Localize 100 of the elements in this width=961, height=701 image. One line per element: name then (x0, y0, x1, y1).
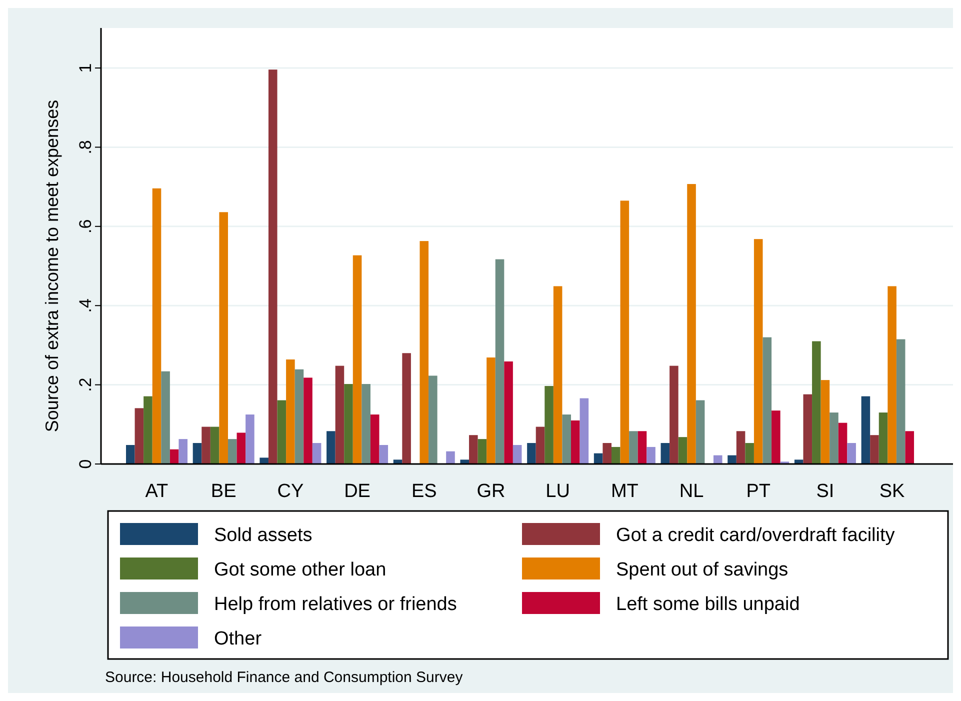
bar (512, 444, 522, 464)
bar (460, 460, 470, 464)
legend-label: Spent out of savings (616, 560, 788, 580)
bar (486, 357, 496, 464)
bar (144, 396, 152, 464)
bar (888, 286, 896, 464)
bar (611, 446, 620, 464)
bar (536, 426, 545, 464)
bar (736, 431, 746, 464)
x-tick-label: SK (879, 481, 906, 502)
bar (152, 188, 162, 464)
bar (772, 410, 780, 464)
bar (638, 431, 647, 464)
bar (762, 337, 772, 464)
bar (812, 341, 821, 464)
x-tick-label: BE (210, 481, 236, 502)
bar (754, 239, 763, 464)
y-tick-label: .8 (76, 140, 95, 154)
y-axis-title: Source of extra income to meet expenses (42, 100, 62, 432)
bar (830, 412, 838, 464)
bar (420, 241, 429, 464)
bar (312, 443, 322, 464)
bar (713, 455, 722, 464)
bar (379, 444, 388, 464)
legend-label: Sold assets (214, 525, 312, 546)
legend-label: Got a credit card/overdraft facility (616, 525, 896, 546)
legend-label: Help from relatives or friends (214, 594, 457, 615)
bar (469, 435, 478, 464)
bar (495, 259, 504, 464)
bar (562, 414, 571, 464)
legend-label: Left some bills unpaid (616, 594, 800, 615)
bar (277, 400, 286, 464)
bar (878, 412, 888, 464)
bar (268, 70, 278, 464)
y-tick-label: 1 (76, 63, 95, 73)
y-tick-label: 0 (76, 459, 95, 469)
bar (362, 384, 370, 464)
bar (571, 420, 580, 464)
bar (820, 380, 830, 464)
x-tick-label: PT (746, 481, 771, 502)
source-note: Source: Household Finance and Consumption Survey (105, 669, 464, 686)
x-tick-label: NL (679, 481, 704, 502)
bar (352, 255, 362, 464)
bar (228, 439, 237, 464)
bar (670, 366, 678, 464)
bar (294, 369, 304, 464)
bar (219, 212, 228, 464)
x-tick-label: AT (145, 481, 169, 502)
bar (861, 396, 870, 464)
bar (696, 400, 705, 464)
bar (544, 386, 554, 464)
bar (646, 446, 656, 464)
bar (728, 455, 736, 464)
x-tick-label: LU (546, 481, 570, 502)
bar (304, 378, 312, 464)
bar (446, 451, 455, 464)
bar (210, 426, 220, 464)
bar (905, 431, 914, 464)
bar (126, 444, 135, 464)
bar (286, 359, 295, 464)
bar (335, 366, 344, 464)
bar (678, 437, 688, 464)
bar (260, 458, 268, 464)
bar (602, 443, 612, 464)
x-tick-label: GR (476, 481, 506, 502)
bar (134, 408, 144, 464)
bar (246, 414, 254, 464)
bar (504, 361, 513, 464)
y-tick-label: .2 (76, 378, 95, 392)
bar (370, 414, 380, 464)
x-tick-label: DE (344, 481, 370, 502)
bar (326, 431, 336, 464)
bar (629, 431, 638, 464)
bar (161, 371, 170, 464)
x-tick-label: ES (411, 481, 437, 502)
bar (178, 439, 188, 464)
bar (478, 439, 487, 464)
bar (527, 443, 536, 464)
bar (236, 432, 246, 464)
bar (580, 398, 589, 464)
x-tick-label: CY (277, 481, 304, 502)
bar (170, 449, 179, 464)
bar (896, 339, 906, 464)
bar (660, 443, 670, 464)
bar (745, 443, 754, 464)
y-tick-label: .6 (76, 219, 95, 234)
bar (344, 384, 353, 464)
bar (192, 443, 202, 464)
bar (202, 426, 210, 464)
bar (687, 184, 696, 464)
bar (553, 286, 562, 464)
bar (620, 200, 630, 464)
bar (594, 453, 603, 464)
x-tick-label: MT (610, 481, 639, 502)
bar (870, 435, 879, 464)
bar (847, 443, 856, 464)
legend-label: Got some other loan (214, 560, 386, 580)
legend-label: Other (214, 628, 262, 650)
bar (838, 422, 848, 464)
bar (428, 376, 438, 464)
